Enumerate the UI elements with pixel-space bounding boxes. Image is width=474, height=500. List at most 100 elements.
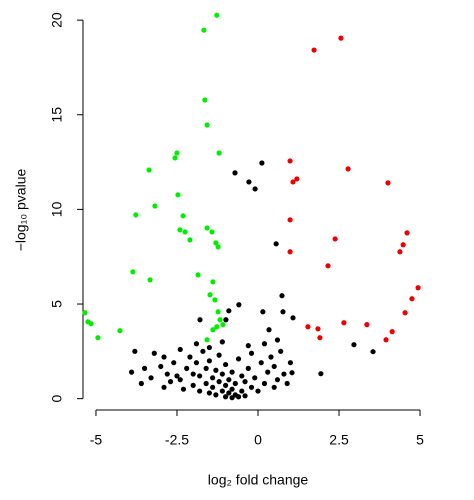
point [180,386,187,392]
point [311,47,317,53]
point [204,122,210,128]
point [278,348,284,354]
point [213,367,219,373]
point [229,386,235,392]
point [235,356,242,362]
point [193,341,200,347]
point [206,390,212,396]
point [258,360,264,366]
point [409,296,415,302]
point [197,388,203,394]
point [180,213,186,219]
y-axis-label: −log₁₀ pvalue [13,169,29,252]
point [317,335,323,341]
point [252,375,258,381]
point [229,369,235,375]
point [210,279,216,285]
point [290,315,296,321]
point [129,369,135,375]
point [212,297,218,303]
point [290,179,296,185]
point [206,344,212,351]
point [242,379,248,385]
point [158,363,164,370]
point [226,308,232,314]
point [197,373,203,379]
point [287,217,293,223]
point [389,329,395,335]
point [265,369,271,375]
point [132,348,138,354]
point [202,97,208,103]
point [146,167,152,173]
point [88,321,94,327]
point [287,158,293,164]
point [226,390,232,396]
point [259,160,265,166]
y-tick-label: 0 [49,395,65,403]
point [210,384,216,390]
point [287,360,294,366]
point [200,348,206,354]
point [175,192,181,198]
point [220,322,226,328]
point [216,150,222,156]
x-tick-label: 0 [254,432,262,448]
point [232,380,238,387]
point [219,388,225,394]
point [246,179,252,185]
x-tick-label: -2.5 [165,432,189,448]
x-tick-label: 2.5 [329,432,349,448]
point [261,380,268,387]
point [204,337,210,343]
point [255,388,261,394]
point [216,352,222,358]
point [204,225,210,231]
point [325,263,331,269]
point [284,380,290,387]
point [280,309,286,315]
point [274,377,281,383]
point [184,365,190,371]
point [161,384,167,390]
point [274,337,281,343]
point [209,229,215,235]
point [210,327,216,333]
point [138,380,144,387]
point [187,354,193,360]
point [203,380,209,387]
point [203,365,209,371]
point [217,317,223,323]
point [281,371,287,377]
point [174,150,180,156]
point [383,337,389,343]
point [305,324,311,330]
point [332,236,338,242]
point [351,342,357,348]
point [400,242,406,248]
point [177,227,183,233]
point [152,203,158,209]
point [242,393,248,399]
point [177,346,183,353]
point [182,229,188,235]
point [206,358,212,364]
point [338,35,344,41]
point [345,166,351,172]
point [141,365,148,371]
point [248,350,255,356]
point [177,377,183,383]
point [364,322,370,328]
point [216,379,222,385]
point [318,371,324,377]
point [207,292,213,298]
point [215,244,221,250]
point [252,186,258,192]
point [223,317,229,323]
point [239,373,245,379]
x-axis-label: log₂ fold change [208,472,309,488]
point [222,394,229,400]
point [236,302,242,308]
point [213,240,219,246]
point [210,375,216,381]
